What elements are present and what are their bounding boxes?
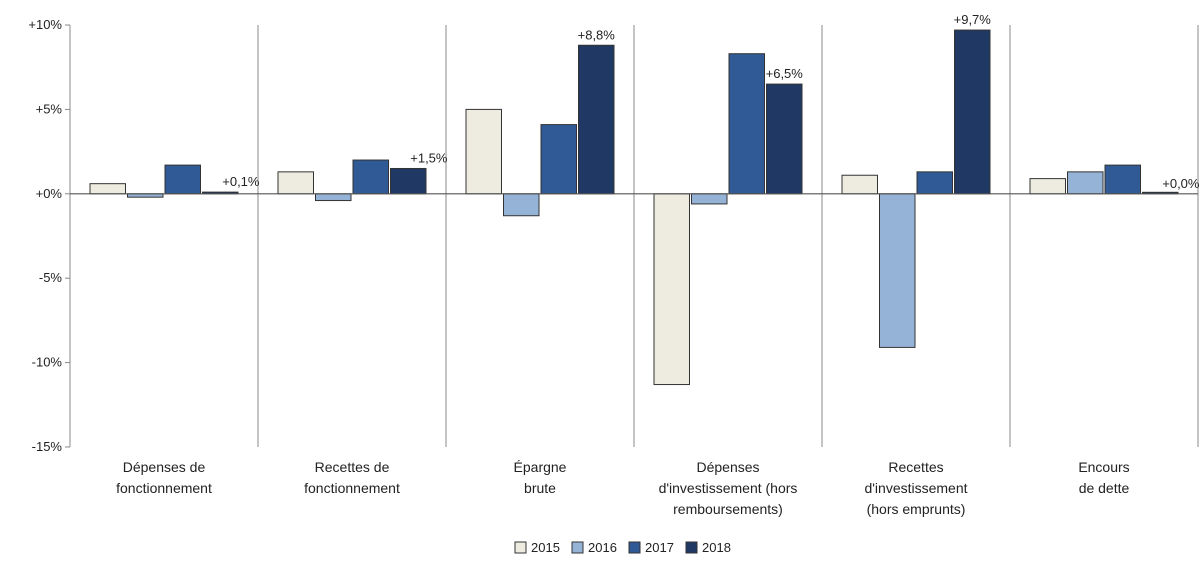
category-label: Recettes [888,459,943,475]
bar-2017-2 [540,124,577,195]
bar-2018-4 [954,29,991,195]
bar-2015-1 [277,171,314,195]
category-label: Encours [1078,459,1129,475]
bar-2015-4 [841,174,878,195]
y-tick-label: +0% [36,186,63,201]
bar-2015-2 [465,108,502,195]
data-label: +0,0% [1162,176,1200,191]
y-tick-label: -15% [32,439,63,454]
bar-2017-0 [164,164,201,195]
y-tick-label: +5% [36,101,63,116]
legend-swatch [514,541,527,554]
category-label: Dépenses de [123,459,206,475]
y-tick-label: +10% [28,17,62,32]
bar-2016-1 [315,193,352,202]
category-label: remboursements) [673,501,783,517]
bar-2016-3 [691,193,728,205]
category-label: (hors emprunts) [867,501,966,517]
data-label: +1,5% [410,150,448,165]
category-label: Recettes de [315,459,390,475]
bar-2018-1 [390,167,427,195]
legend-swatch [628,541,641,554]
legend-label: 2017 [645,540,674,555]
legend-label: 2018 [702,540,731,555]
category-label: fonctionnement [116,480,212,496]
category-label: d'investissement [864,480,967,496]
axes [65,24,1198,448]
y-tick-label: -5% [39,270,63,285]
category-label: de dette [1079,480,1130,496]
bar-2016-5 [1067,171,1104,195]
bar-2017-4 [916,171,953,195]
labels: +10% +5% +0% -5% -10% -15% +0,1% Dépenses de fon… [28,12,1200,517]
category-label: d'investissement (hors [659,480,798,496]
data-label: +9,7% [954,12,992,27]
category-label: brute [524,480,556,496]
legend-swatch [571,541,584,554]
bar-2018-3 [766,83,803,195]
bars [89,29,1179,386]
data-label: +0,1% [222,174,260,189]
bar-2018-2 [578,44,615,195]
legend-swatch [685,541,698,554]
bar-2017-1 [352,159,389,195]
legend-label: 2015 [531,540,560,555]
data-label: +6,5% [766,66,804,81]
legend-label: 2016 [588,540,617,555]
bar-2015-0 [89,183,126,195]
category-label: fonctionnement [304,480,400,496]
category-label: Épargne [514,459,567,475]
legend: 2015 2016 2017 2018 [514,540,731,555]
category-label: Dépenses [696,459,759,475]
bar-2017-3 [728,53,765,195]
bar-2015-3 [653,193,690,386]
bar-2015-5 [1029,178,1066,195]
plot-area [257,25,1199,447]
y-tick-label: -10% [32,355,63,370]
bar-2016-4 [879,193,916,348]
bar-2016-2 [503,193,540,217]
bar-2017-5 [1104,164,1141,195]
data-label: +8,8% [578,27,616,42]
